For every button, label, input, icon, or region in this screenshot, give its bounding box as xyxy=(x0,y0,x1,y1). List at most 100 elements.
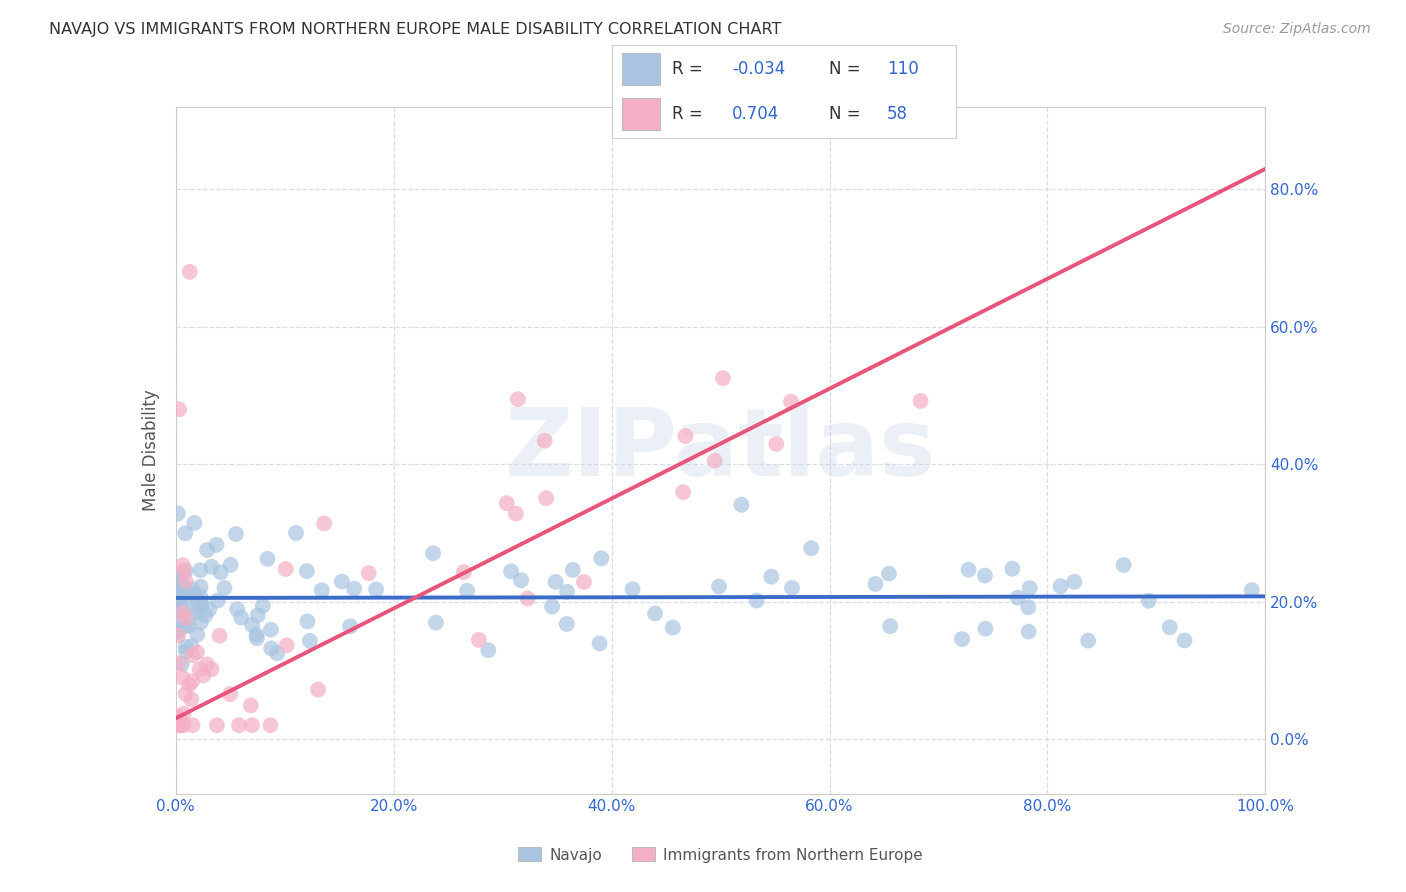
Point xyxy=(167,507,190,521)
Point xyxy=(173,564,195,578)
Point xyxy=(675,429,697,443)
Point xyxy=(170,606,193,620)
Point xyxy=(1077,633,1099,648)
Point xyxy=(180,640,202,654)
Point xyxy=(177,619,200,633)
Point xyxy=(711,371,734,385)
Point xyxy=(246,608,269,623)
Point xyxy=(240,718,263,732)
Point xyxy=(174,564,197,578)
Point xyxy=(495,496,517,510)
Text: Source: ZipAtlas.com: Source: ZipAtlas.com xyxy=(1223,22,1371,37)
Point xyxy=(534,491,557,505)
Point xyxy=(246,632,269,646)
Point xyxy=(765,437,787,451)
Point xyxy=(190,580,212,594)
Point xyxy=(167,623,190,637)
Point xyxy=(295,564,318,578)
Point xyxy=(167,402,190,417)
Point xyxy=(298,634,321,648)
Point xyxy=(170,591,193,605)
Point xyxy=(174,644,197,658)
Point xyxy=(672,485,695,500)
Point xyxy=(780,581,803,595)
Point xyxy=(169,577,191,591)
Point xyxy=(339,619,361,633)
Point xyxy=(425,615,447,630)
Point xyxy=(761,569,783,583)
Point xyxy=(167,625,190,640)
Point xyxy=(190,598,212,612)
Point xyxy=(910,394,932,409)
Point xyxy=(879,619,901,633)
Point xyxy=(167,592,190,607)
Point xyxy=(1112,558,1135,572)
Point xyxy=(169,713,191,727)
Point xyxy=(1159,620,1181,634)
Point xyxy=(865,577,887,591)
Text: R =: R = xyxy=(672,60,703,78)
Point xyxy=(173,706,195,721)
Point xyxy=(239,698,262,713)
Point xyxy=(259,718,281,732)
Point xyxy=(707,579,730,593)
Point xyxy=(183,516,205,530)
Point xyxy=(169,609,191,624)
Point xyxy=(544,574,567,589)
Point xyxy=(330,574,353,589)
Point xyxy=(516,591,538,606)
Point xyxy=(1007,591,1029,605)
Point xyxy=(260,641,283,656)
Point xyxy=(1137,594,1160,608)
Point xyxy=(950,632,973,646)
Text: R =: R = xyxy=(672,105,703,123)
Point xyxy=(186,627,208,641)
Point xyxy=(181,718,204,732)
Point xyxy=(780,394,803,409)
Point xyxy=(201,662,224,676)
Point xyxy=(226,602,249,616)
Point xyxy=(169,574,191,588)
Point xyxy=(201,559,224,574)
Text: 58: 58 xyxy=(887,105,908,123)
Point xyxy=(170,574,193,589)
Point xyxy=(170,599,193,614)
Point xyxy=(973,568,995,582)
Point xyxy=(422,546,444,560)
Point xyxy=(276,638,298,652)
Point xyxy=(169,571,191,585)
Point xyxy=(167,605,190,619)
Point xyxy=(167,717,190,731)
Point xyxy=(181,648,204,662)
Point xyxy=(198,602,221,616)
Text: ZIPatlas: ZIPatlas xyxy=(505,404,936,497)
Point xyxy=(588,636,610,650)
Point xyxy=(745,593,768,607)
Point xyxy=(169,718,191,732)
Point xyxy=(343,582,366,596)
Point xyxy=(174,526,197,541)
Point xyxy=(188,662,211,676)
Point xyxy=(173,718,195,732)
Point xyxy=(662,621,685,635)
Point xyxy=(167,657,190,671)
Point xyxy=(453,565,475,579)
Point xyxy=(173,588,195,602)
Point xyxy=(957,563,980,577)
Point xyxy=(510,573,533,587)
Point xyxy=(1017,600,1039,615)
Point xyxy=(266,646,288,660)
Point xyxy=(208,629,231,643)
Point xyxy=(703,453,725,467)
Point xyxy=(190,563,212,577)
Point xyxy=(561,563,583,577)
Point xyxy=(205,538,228,552)
Point xyxy=(214,581,236,595)
Point xyxy=(172,558,194,573)
Point xyxy=(174,618,197,632)
Point xyxy=(228,718,250,732)
Point xyxy=(195,543,218,558)
Point xyxy=(477,643,499,657)
Point xyxy=(167,588,190,602)
Point xyxy=(184,589,207,603)
